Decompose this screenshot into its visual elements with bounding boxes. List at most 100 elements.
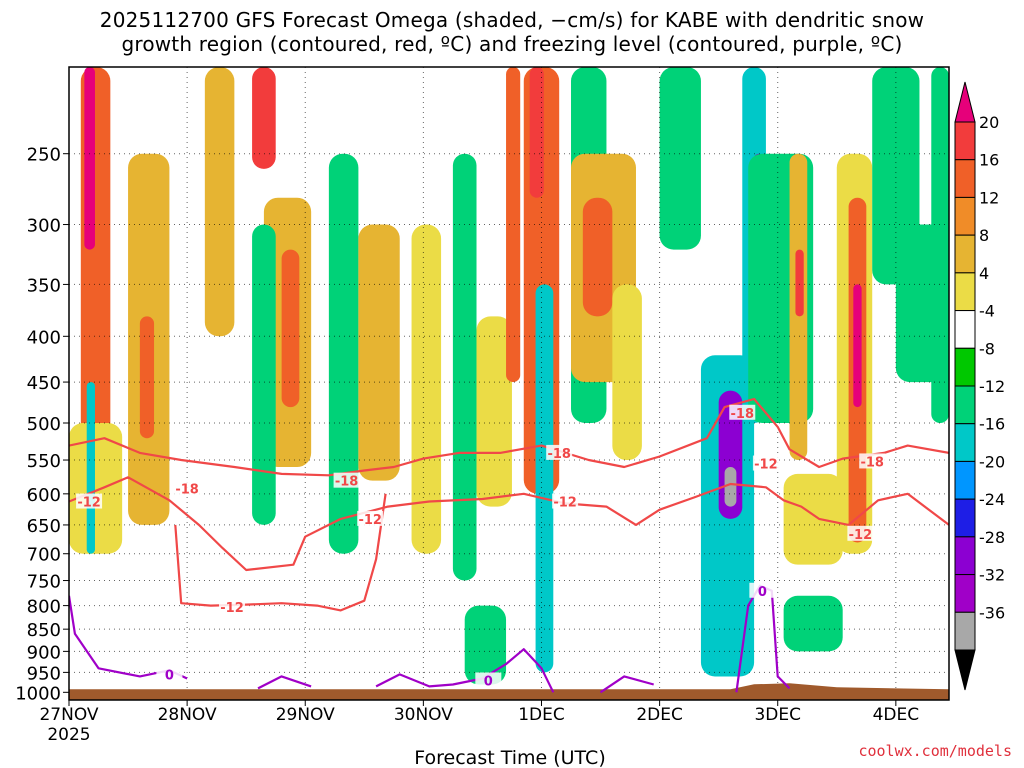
colorbar-label-13: -36 <box>979 603 1005 622</box>
x-tick-label-7: 4DEC <box>873 705 920 725</box>
omega-cell-16 <box>506 67 521 383</box>
y-tick-label-13: 900 <box>27 642 61 663</box>
y-tick-label-3: 400 <box>27 327 61 348</box>
contour-label-bg-13 <box>749 582 776 598</box>
contour-6 <box>599 675 654 694</box>
contour-label-bg-9 <box>752 455 779 471</box>
x-tick-label-3: 30NOV <box>394 705 453 725</box>
contour-label-bg-3 <box>729 404 756 420</box>
colorbar-box-4 <box>954 272 976 312</box>
colorbar-label-12: -32 <box>979 566 1005 585</box>
omega-cell-24 <box>612 284 642 461</box>
plot-frame <box>68 66 950 701</box>
y-tick-label-11: 800 <box>27 597 61 618</box>
omega-cell-7 <box>252 67 276 169</box>
chart-title-line1: 2025112700 GFS Forecast Omega (shaded, −… <box>99 8 925 32</box>
y-tick-label-4: 450 <box>27 373 61 394</box>
omega-cell-2 <box>69 423 123 554</box>
omega-cell-35 <box>783 595 843 652</box>
colorbar-box-8 <box>954 423 976 462</box>
colorbar-label-0: 20 <box>979 113 999 132</box>
contour-label-bg-11 <box>156 666 183 682</box>
omega-cell-1 <box>84 67 95 250</box>
y-axis-ticks: 2503003504004505005506006507007508008509… <box>15 145 69 704</box>
x-axis-label: Forecast Time (UTC) <box>414 747 605 768</box>
colorbar-box-13 <box>954 611 976 651</box>
y-tick-label-12: 850 <box>27 620 61 641</box>
omega-cell-11 <box>328 153 359 554</box>
contour-label-9: -12 <box>754 458 778 473</box>
omega-cell-15 <box>476 316 512 507</box>
y-tick-label-6: 550 <box>27 451 61 472</box>
y-tick-label-8: 650 <box>27 516 61 537</box>
contour-label-bg-0 <box>174 480 201 496</box>
colorbar-box-7 <box>954 385 976 425</box>
contour-label-0: -18 <box>175 483 199 498</box>
colorbar-top-arrow <box>954 81 976 123</box>
contour-label-bg-6 <box>219 599 246 615</box>
chart-title-line2: growth region (contoured, red, ºC) and f… <box>121 32 903 56</box>
ground-layer <box>69 683 949 700</box>
contour-label-bg-5 <box>76 493 103 509</box>
omega-cell-25 <box>659 67 701 250</box>
y-tick-label-15: 1000 <box>15 683 61 704</box>
colorbar-label-11: -28 <box>979 528 1005 547</box>
ground-fill <box>69 683 949 700</box>
contour-1 <box>69 476 949 572</box>
omega-cell-38 <box>853 284 862 408</box>
contour-2 <box>174 493 387 612</box>
colorbar-label-6: -8 <box>979 339 995 358</box>
contour-labels: -18 -18 -18 -18 -18 -12 -12 -12 -12 -12 -12 0 0 0 <box>76 404 886 689</box>
contour-label-3: -18 <box>731 407 755 422</box>
y-tick-label-2: 350 <box>27 275 61 296</box>
colorbar-label-7: -12 <box>979 377 1005 396</box>
contour-4 <box>257 675 312 690</box>
contour-label-11: 0 <box>165 668 174 683</box>
colorbar-box-2 <box>954 196 976 236</box>
colorbar-box-0 <box>954 121 976 161</box>
x-tick-label-6: 3DEC <box>754 705 801 725</box>
colorbar-box-9 <box>954 460 976 500</box>
y-tick-label-1: 300 <box>27 216 61 237</box>
omega-cell-10 <box>252 224 276 525</box>
x-tick-label-4: 1DEC <box>518 705 565 725</box>
colorbar-bottom-arrow <box>954 649 976 691</box>
contour-label-7: -12 <box>358 513 382 528</box>
y-tick-label-10: 750 <box>27 572 61 593</box>
colorbar-label-9: -20 <box>979 452 1005 471</box>
contour-label-bg-1 <box>333 472 360 488</box>
x-tick-label-2: 29NOV <box>276 705 335 725</box>
omega-cell-23 <box>582 197 613 317</box>
omega-cell-12 <box>358 224 400 481</box>
colorbar-label-4: 4 <box>979 264 989 283</box>
omega-shading <box>69 67 949 685</box>
contour-label-10: -12 <box>849 528 873 543</box>
y-tick-label-14: 950 <box>27 663 61 684</box>
omega-cell-41 <box>931 67 949 424</box>
omega-cell-33 <box>795 249 804 317</box>
contour-label-13: 0 <box>758 585 767 600</box>
omega-cell-5 <box>139 316 155 439</box>
credit-text: coolwx.com/models <box>858 742 1012 760</box>
contour-label-bg-7 <box>357 510 384 526</box>
omega-cell-14 <box>452 153 477 581</box>
colorbar-label-3: 8 <box>979 226 989 245</box>
colorbar-box-6 <box>954 347 976 387</box>
y-tick-label-9: 700 <box>27 545 61 566</box>
omega-cell-28 <box>724 467 737 507</box>
contour-label-bg-8 <box>552 493 579 509</box>
contour-label-1: -18 <box>335 475 359 490</box>
colorbar-box-5 <box>954 310 976 349</box>
omega-cell-18 <box>529 67 544 198</box>
contour-label-2: -18 <box>547 447 571 462</box>
colorbar-label-2: 12 <box>979 188 999 207</box>
contour-label-bg-12 <box>475 672 502 688</box>
colorbar-box-10 <box>954 498 976 538</box>
colorbar-label-8: -16 <box>979 415 1005 434</box>
contour-label-8: -12 <box>553 496 577 511</box>
omega-cell-3 <box>86 382 95 554</box>
colorbar-label-1: 16 <box>979 151 999 170</box>
omega-cell-9 <box>281 249 300 408</box>
x-tick-label-5: 2DEC <box>636 705 683 725</box>
